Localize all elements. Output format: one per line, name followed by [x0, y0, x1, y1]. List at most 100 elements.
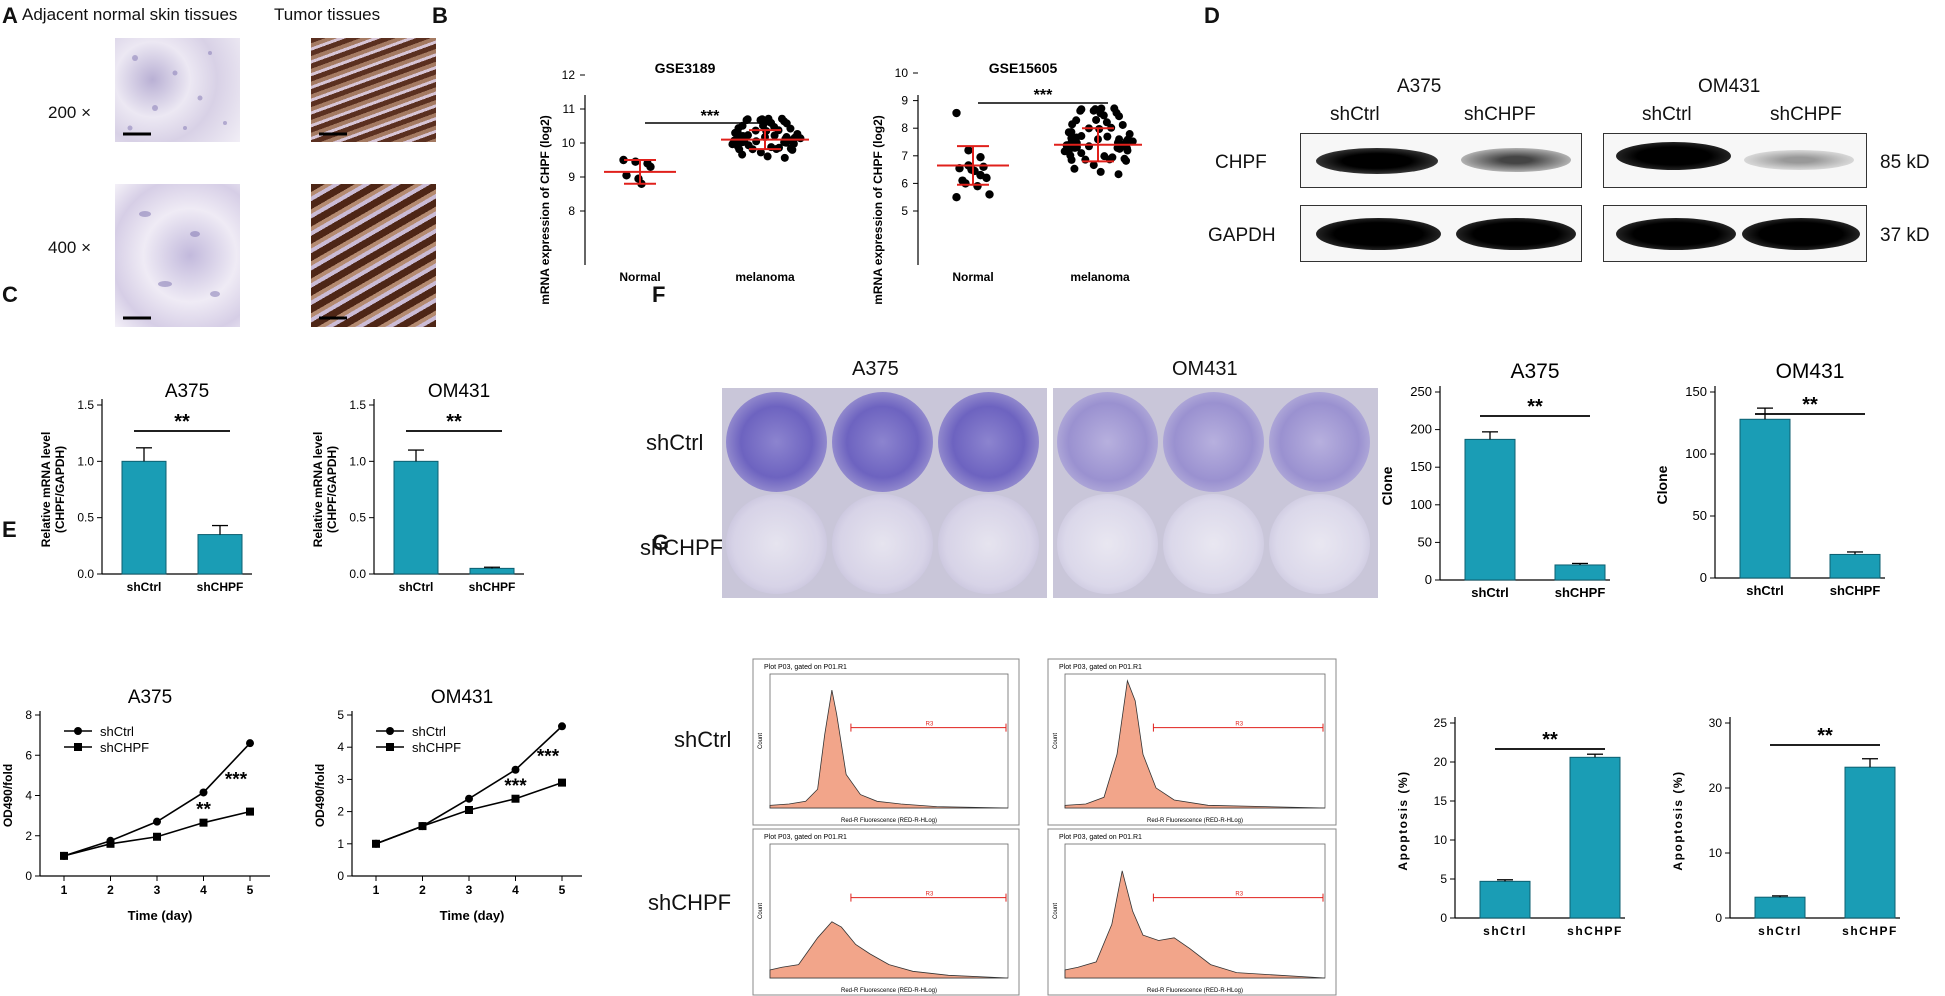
bar-chart-c-om431: OM431 Relative mRNA level(CHPF/GAPDH) 0.0 0…: [312, 381, 524, 594]
data-point-shCtrl: [246, 739, 254, 748]
bar-chart-g-apoptosis-1: Apoptosis (%) 0 5 10 15 20 25 shCtrl shCHPF **: [1396, 716, 1625, 938]
dish-a375-shchpf-3: [938, 494, 1039, 594]
blot-gapdh-a375: [1300, 205, 1582, 262]
gate-label: R3: [926, 892, 934, 898]
lane-label-2: shCHPF: [1464, 104, 1536, 125]
band-chpf-shctrl: [1316, 148, 1438, 174]
data-point-shCHPF: [511, 794, 520, 803]
data-point-melanoma: [1097, 104, 1106, 113]
y-tick-label: 0.5: [77, 511, 94, 525]
y-tick-label: 8: [25, 708, 32, 722]
y-tick-label: 1: [337, 837, 344, 851]
y-tick-label: 0: [1715, 911, 1722, 925]
y-axis-label: Relative mRNA level(CHPF/GAPDH): [312, 432, 339, 548]
data-point-melanoma: [789, 139, 798, 148]
x-tick-melanoma: melanoma: [735, 270, 795, 284]
significance-marker: **: [1802, 394, 1818, 416]
x-tick-label: shCtrl: [1746, 583, 1784, 598]
lane-label-4: shCHPF: [1770, 104, 1842, 125]
y-tick-label: 25: [1434, 716, 1448, 730]
bar-shCHPF: [197, 534, 243, 575]
chart-title: OM431: [431, 687, 493, 708]
y-tick-label: 0: [1440, 911, 1447, 925]
flow-histogram: [1064, 679, 1326, 809]
data-point-shCHPF: [153, 832, 161, 841]
data-point-melanoma: [790, 134, 799, 143]
y-axis: 8 9 10 11 12: [562, 68, 586, 265]
data-points: [604, 114, 809, 188]
data-point-normal: [619, 155, 628, 165]
x-tick-label: 2: [107, 883, 114, 897]
significance-marker: ***: [537, 746, 560, 767]
data-point-normal: [976, 170, 985, 180]
data-point-melanoma: [1084, 142, 1093, 151]
flow-histogram-a375-shchpf: Plot P03, gated on P01.R1 Count Red-R Fluo…: [752, 828, 1020, 996]
x-tick-label: 5: [247, 883, 254, 897]
data-point-melanoma: [756, 116, 765, 125]
data-point-melanoma: [1114, 170, 1123, 179]
y-tick-label: 200: [1410, 422, 1432, 437]
band-gapdh-shctrl: [1316, 218, 1441, 250]
data-point-melanoma: [756, 148, 765, 157]
row-label-400x: 400 ×: [48, 238, 92, 257]
y-axis: 5 6 7 8 9 10: [895, 66, 919, 265]
y-axis-label-line: (CHPF/GAPDH): [325, 446, 339, 533]
data-point-shCHPF: [465, 805, 473, 814]
y-tick-label: 12: [562, 68, 576, 82]
y-axis-label-line: Relative mRNA level: [312, 432, 325, 548]
bar-shCHPF: [1554, 564, 1606, 581]
bar-shCHPF: [469, 567, 515, 575]
y-tick-label: 5: [337, 708, 344, 722]
data-point-normal: [979, 162, 988, 172]
panel-label-e: E: [2, 517, 17, 542]
significance-marker: ***: [701, 108, 720, 125]
y-tick-label: 4: [25, 789, 32, 803]
data-point-melanoma: [780, 117, 789, 126]
significance-marker: ***: [1034, 87, 1053, 104]
x-tick-label: 4: [200, 883, 207, 897]
data-point-melanoma: [1066, 151, 1075, 160]
y-axis-label: Relative mRNA level(CHPF/GAPDH): [40, 432, 67, 548]
data-point-shCHPF: [60, 851, 68, 860]
y-tick-label: 10: [1709, 846, 1723, 860]
data-point-shCtrl: [465, 794, 473, 803]
x-tick-melanoma: melanoma: [1070, 270, 1130, 284]
dish-om431-shchpf-1: [1057, 494, 1158, 594]
y-tick-label: 9: [901, 94, 908, 108]
x-axis-label: Time (day): [440, 908, 505, 923]
panel-label-c: C: [2, 282, 18, 307]
legend-label-shCHPF: shCHPF: [100, 740, 149, 755]
x-tick-label: 1: [61, 883, 68, 897]
y-tick-label: 10: [1434, 833, 1448, 847]
y-tick-label: 0: [337, 869, 344, 883]
flow-y-label: Count: [1053, 733, 1059, 749]
y-tick-label: 0.0: [349, 567, 366, 581]
flow-histogram-om431-shctrl: Plot P03, gated on P01.R1 Count Red-R Fluo…: [1047, 658, 1337, 826]
significance-marker: **: [196, 800, 211, 821]
data-point-melanoma: [1102, 118, 1111, 127]
protein-label-gapdh: GAPDH: [1208, 225, 1276, 246]
y-tick-label: 5: [901, 204, 908, 218]
data-point-melanoma: [1112, 108, 1121, 117]
lane-label-1: shCtrl: [1330, 104, 1380, 125]
y-tick-label: 2: [25, 829, 32, 843]
y-tick-label: 1.0: [349, 454, 366, 468]
y-tick-label: 8: [901, 121, 908, 135]
data-point-melanoma: [1089, 106, 1098, 115]
chart-title: GSE3189: [655, 60, 716, 76]
x-tick-label: 5: [559, 883, 566, 897]
bar-shCHPF: [1829, 553, 1881, 579]
band-chpf-shctrl: [1616, 142, 1731, 170]
legend-label-shCtrl: shCtrl: [100, 724, 134, 739]
y-ticks: 5 6 7 8 9 10: [895, 66, 918, 218]
y-tick-label: 0.0: [77, 567, 94, 581]
y-axis-label: OD490/fold: [313, 764, 327, 827]
y-axis-label: Clone: [1380, 466, 1395, 505]
data-point-melanoma: [1115, 135, 1124, 144]
panel-label-b: B: [432, 3, 448, 28]
chart-title: OM431: [428, 381, 490, 402]
plate-a375: [722, 388, 1047, 598]
flow-histogram: [769, 690, 1009, 809]
y-tick-label: 0: [1425, 572, 1432, 587]
y-tick-label: 5: [1440, 872, 1447, 886]
